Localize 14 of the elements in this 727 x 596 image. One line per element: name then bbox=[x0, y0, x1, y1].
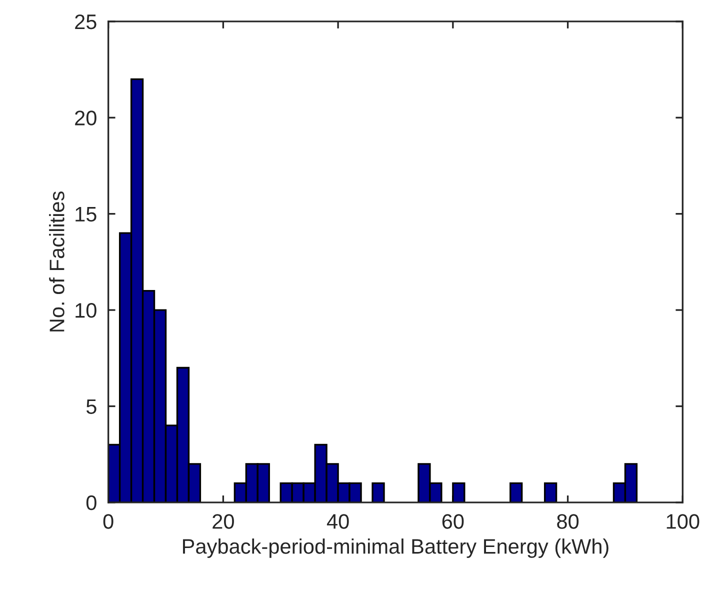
x-tick-label: 40 bbox=[326, 514, 349, 529]
x-tick-label: 100 bbox=[666, 514, 700, 529]
y-tick-label: 5 bbox=[86, 399, 96, 414]
y-tick-label: 10 bbox=[76, 303, 96, 318]
y-tick-label: 0 bbox=[86, 495, 96, 510]
y-tick-label: 20 bbox=[75, 110, 96, 126]
y-axis-title: No. of Facilities bbox=[49, 191, 64, 332]
x-tick-label: 0 bbox=[103, 514, 114, 529]
x-tick-label: 20 bbox=[212, 514, 234, 529]
x-tick-label: 80 bbox=[557, 514, 579, 529]
x-axis-title: Payback-period-minimal Battery Energy (kWh) bbox=[183, 538, 608, 558]
y-tick-label: 25 bbox=[75, 14, 96, 30]
x-tick-label: 60 bbox=[442, 514, 464, 529]
y-tick-label: 15 bbox=[76, 207, 96, 222]
